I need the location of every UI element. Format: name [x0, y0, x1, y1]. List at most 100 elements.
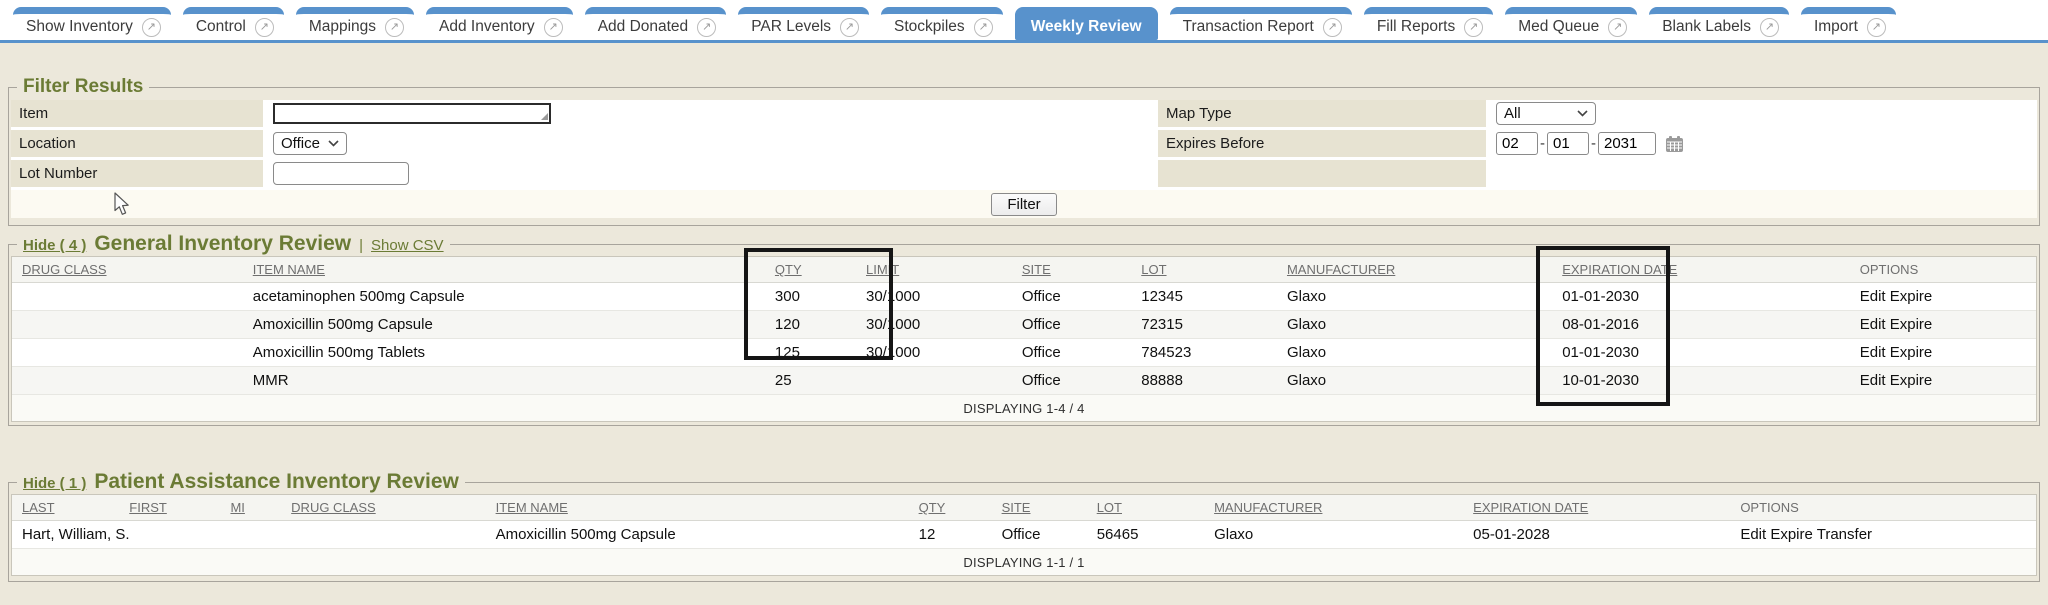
- tab-label: Weekly Review: [1030, 18, 1142, 35]
- tab-label: Med Queue: [1518, 18, 1600, 35]
- hide-general-link[interactable]: Hide ( 4 ): [23, 237, 87, 254]
- col-qty[interactable]: QTY: [774, 262, 802, 277]
- tab-fill-reports[interactable]: Fill Reports ↗: [1363, 7, 1494, 40]
- patient-assistance-title: Patient Assistance Inventory Review: [94, 470, 459, 493]
- tab-add-inventory[interactable]: Add Inventory ↗: [426, 7, 573, 40]
- item-input[interactable]: [273, 103, 551, 124]
- expires-before-label: Expires Before: [1158, 130, 1486, 157]
- expires-month-input[interactable]: [1496, 132, 1538, 155]
- tab-label: Add Inventory: [439, 18, 535, 35]
- col-expiration-date[interactable]: EXPIRATION DATE: [1473, 500, 1589, 515]
- open-in-new-icon[interactable]: ↗: [1866, 17, 1886, 37]
- col-drug-class[interactable]: DRUG CLASS: [291, 500, 376, 515]
- tab-transaction-report[interactable]: Transaction Report ↗: [1169, 7, 1352, 40]
- tab-show-inventory[interactable]: Show Inventory ↗: [13, 7, 171, 40]
- table-row: MMR 25 Office 88888 Glaxo 10-01-2030 Edi…: [12, 367, 2036, 395]
- show-csv-link[interactable]: Show CSV: [371, 237, 444, 254]
- hide-patient-link[interactable]: Hide ( 1 ): [23, 475, 87, 492]
- tab-label: Control: [195, 18, 246, 35]
- patient-table-paging: DISPLAYING 1-1 / 1: [12, 549, 2036, 575]
- filter-results-legend: Filter Results: [23, 76, 144, 97]
- tab-label: Import: [1813, 18, 1858, 35]
- filter-button-row: Filter: [11, 190, 2037, 218]
- tab-add-donated[interactable]: Add Donated ↗: [584, 7, 727, 40]
- tab-label: Stockpiles: [894, 18, 965, 35]
- table-row: acetaminophen 500mg Capsule 300 30/1000 …: [12, 283, 2036, 311]
- col-site[interactable]: SITE: [1021, 262, 1051, 277]
- tab-label: PAR Levels: [751, 18, 832, 35]
- open-in-new-icon[interactable]: ↗: [1608, 17, 1628, 37]
- general-table-header: DRUG CLASS ITEM NAME QTY LIMIT SITE LOT …: [12, 257, 2036, 283]
- table-row: Amoxicillin 500mg Tablets 125 30/1000 Of…: [12, 339, 2036, 367]
- patient-assistance-table: LAST FIRST MI DRUG CLASS ITEM NAME QTY S…: [11, 494, 2037, 576]
- row-options-links[interactable]: Edit Expire: [1859, 316, 1933, 333]
- location-label: Location: [11, 130, 263, 157]
- expires-year-input[interactable]: [1598, 132, 1656, 155]
- lot-number-input[interactable]: [273, 162, 409, 185]
- chevron-down-icon: [1577, 110, 1588, 117]
- general-inventory-title: General Inventory Review: [94, 232, 352, 255]
- col-drug-class[interactable]: DRUG CLASS: [22, 262, 107, 277]
- tab-mappings[interactable]: Mappings ↗: [295, 7, 415, 40]
- filter-button[interactable]: Filter: [991, 192, 1057, 216]
- open-in-new-icon[interactable]: ↗: [1464, 17, 1484, 37]
- open-in-new-icon[interactable]: ↗: [697, 17, 717, 37]
- col-limit[interactable]: LIMIT: [866, 262, 900, 277]
- open-in-new-icon[interactable]: ↗: [973, 17, 993, 37]
- open-in-new-icon[interactable]: ↗: [385, 17, 405, 37]
- tab-weekly-review[interactable]: Weekly Review: [1014, 7, 1158, 40]
- col-first[interactable]: FIRST: [129, 500, 167, 515]
- col-lot[interactable]: LOT: [1096, 500, 1122, 515]
- legend-separator: |: [359, 237, 364, 254]
- col-expiration-date[interactable]: EXPIRATION DATE: [1562, 262, 1678, 277]
- tab-label: Mappings: [308, 18, 377, 35]
- general-inventory-table: DRUG CLASS ITEM NAME QTY LIMIT SITE LOT …: [11, 256, 2037, 422]
- date-separator: -: [1540, 135, 1545, 152]
- row-options-links[interactable]: Edit Expire: [1859, 344, 1933, 361]
- tab-med-queue[interactable]: Med Queue ↗: [1505, 7, 1638, 40]
- calendar-icon[interactable]: [1665, 135, 1684, 153]
- top-tab-bar: Show Inventory ↗ Control ↗ Mappings ↗ Ad…: [0, 0, 2048, 43]
- row-options-links[interactable]: Edit Expire Transfer: [1740, 526, 1873, 543]
- col-manufacturer[interactable]: MANUFACTURER: [1214, 500, 1323, 515]
- location-select[interactable]: Office: [273, 132, 347, 155]
- tab-label: Show Inventory: [26, 18, 133, 35]
- open-in-new-icon[interactable]: ↗: [141, 17, 161, 37]
- tab-label: Blank Labels: [1662, 18, 1751, 35]
- table-row: Amoxicillin 500mg Capsule 120 30/1000 Of…: [12, 311, 2036, 339]
- col-item-name[interactable]: ITEM NAME: [252, 262, 325, 277]
- col-mi[interactable]: MI: [230, 500, 245, 515]
- col-last[interactable]: LAST: [22, 500, 55, 515]
- map-type-label: Map Type: [1158, 100, 1486, 127]
- col-qty[interactable]: QTY: [918, 500, 946, 515]
- tab-blank-labels[interactable]: Blank Labels ↗: [1649, 7, 1789, 40]
- tab-import[interactable]: Import ↗: [1800, 7, 1896, 40]
- col-lot[interactable]: LOT: [1141, 262, 1167, 277]
- row-options-links[interactable]: Edit Expire: [1859, 372, 1933, 389]
- tab-label: Transaction Report: [1182, 18, 1314, 35]
- col-site[interactable]: SITE: [1001, 500, 1031, 515]
- item-input-wrap: [273, 103, 551, 124]
- date-separator: -: [1591, 135, 1596, 152]
- open-in-new-icon[interactable]: ↗: [840, 17, 860, 37]
- tab-label: Add Donated: [597, 18, 689, 35]
- empty-label-cell: [1158, 160, 1486, 187]
- filter-grid: Item Map Type All Location Office Expire…: [11, 100, 2037, 218]
- col-options: OPTIONS: [1859, 262, 1919, 277]
- open-in-new-icon[interactable]: ↗: [1759, 17, 1779, 37]
- col-manufacturer[interactable]: MANUFACTURER: [1286, 262, 1396, 277]
- row-options-links[interactable]: Edit Expire: [1859, 288, 1933, 305]
- chevron-down-icon: [328, 140, 339, 147]
- open-in-new-icon[interactable]: ↗: [254, 17, 274, 37]
- open-in-new-icon[interactable]: ↗: [543, 17, 563, 37]
- tab-par-levels[interactable]: PAR Levels ↗: [738, 7, 870, 40]
- table-row: Hart, William, S. Amoxicillin 500mg Caps…: [12, 521, 2036, 549]
- patient-table-header: LAST FIRST MI DRUG CLASS ITEM NAME QTY S…: [12, 495, 2036, 521]
- tab-stockpiles[interactable]: Stockpiles ↗: [881, 7, 1003, 40]
- open-in-new-icon[interactable]: ↗: [1322, 17, 1342, 37]
- col-item-name[interactable]: ITEM NAME: [495, 500, 568, 515]
- map-type-select[interactable]: All: [1496, 102, 1596, 125]
- tab-control[interactable]: Control ↗: [182, 7, 284, 40]
- expires-day-input[interactable]: [1547, 132, 1589, 155]
- general-table-paging: DISPLAYING 1-4 / 4: [12, 395, 2036, 421]
